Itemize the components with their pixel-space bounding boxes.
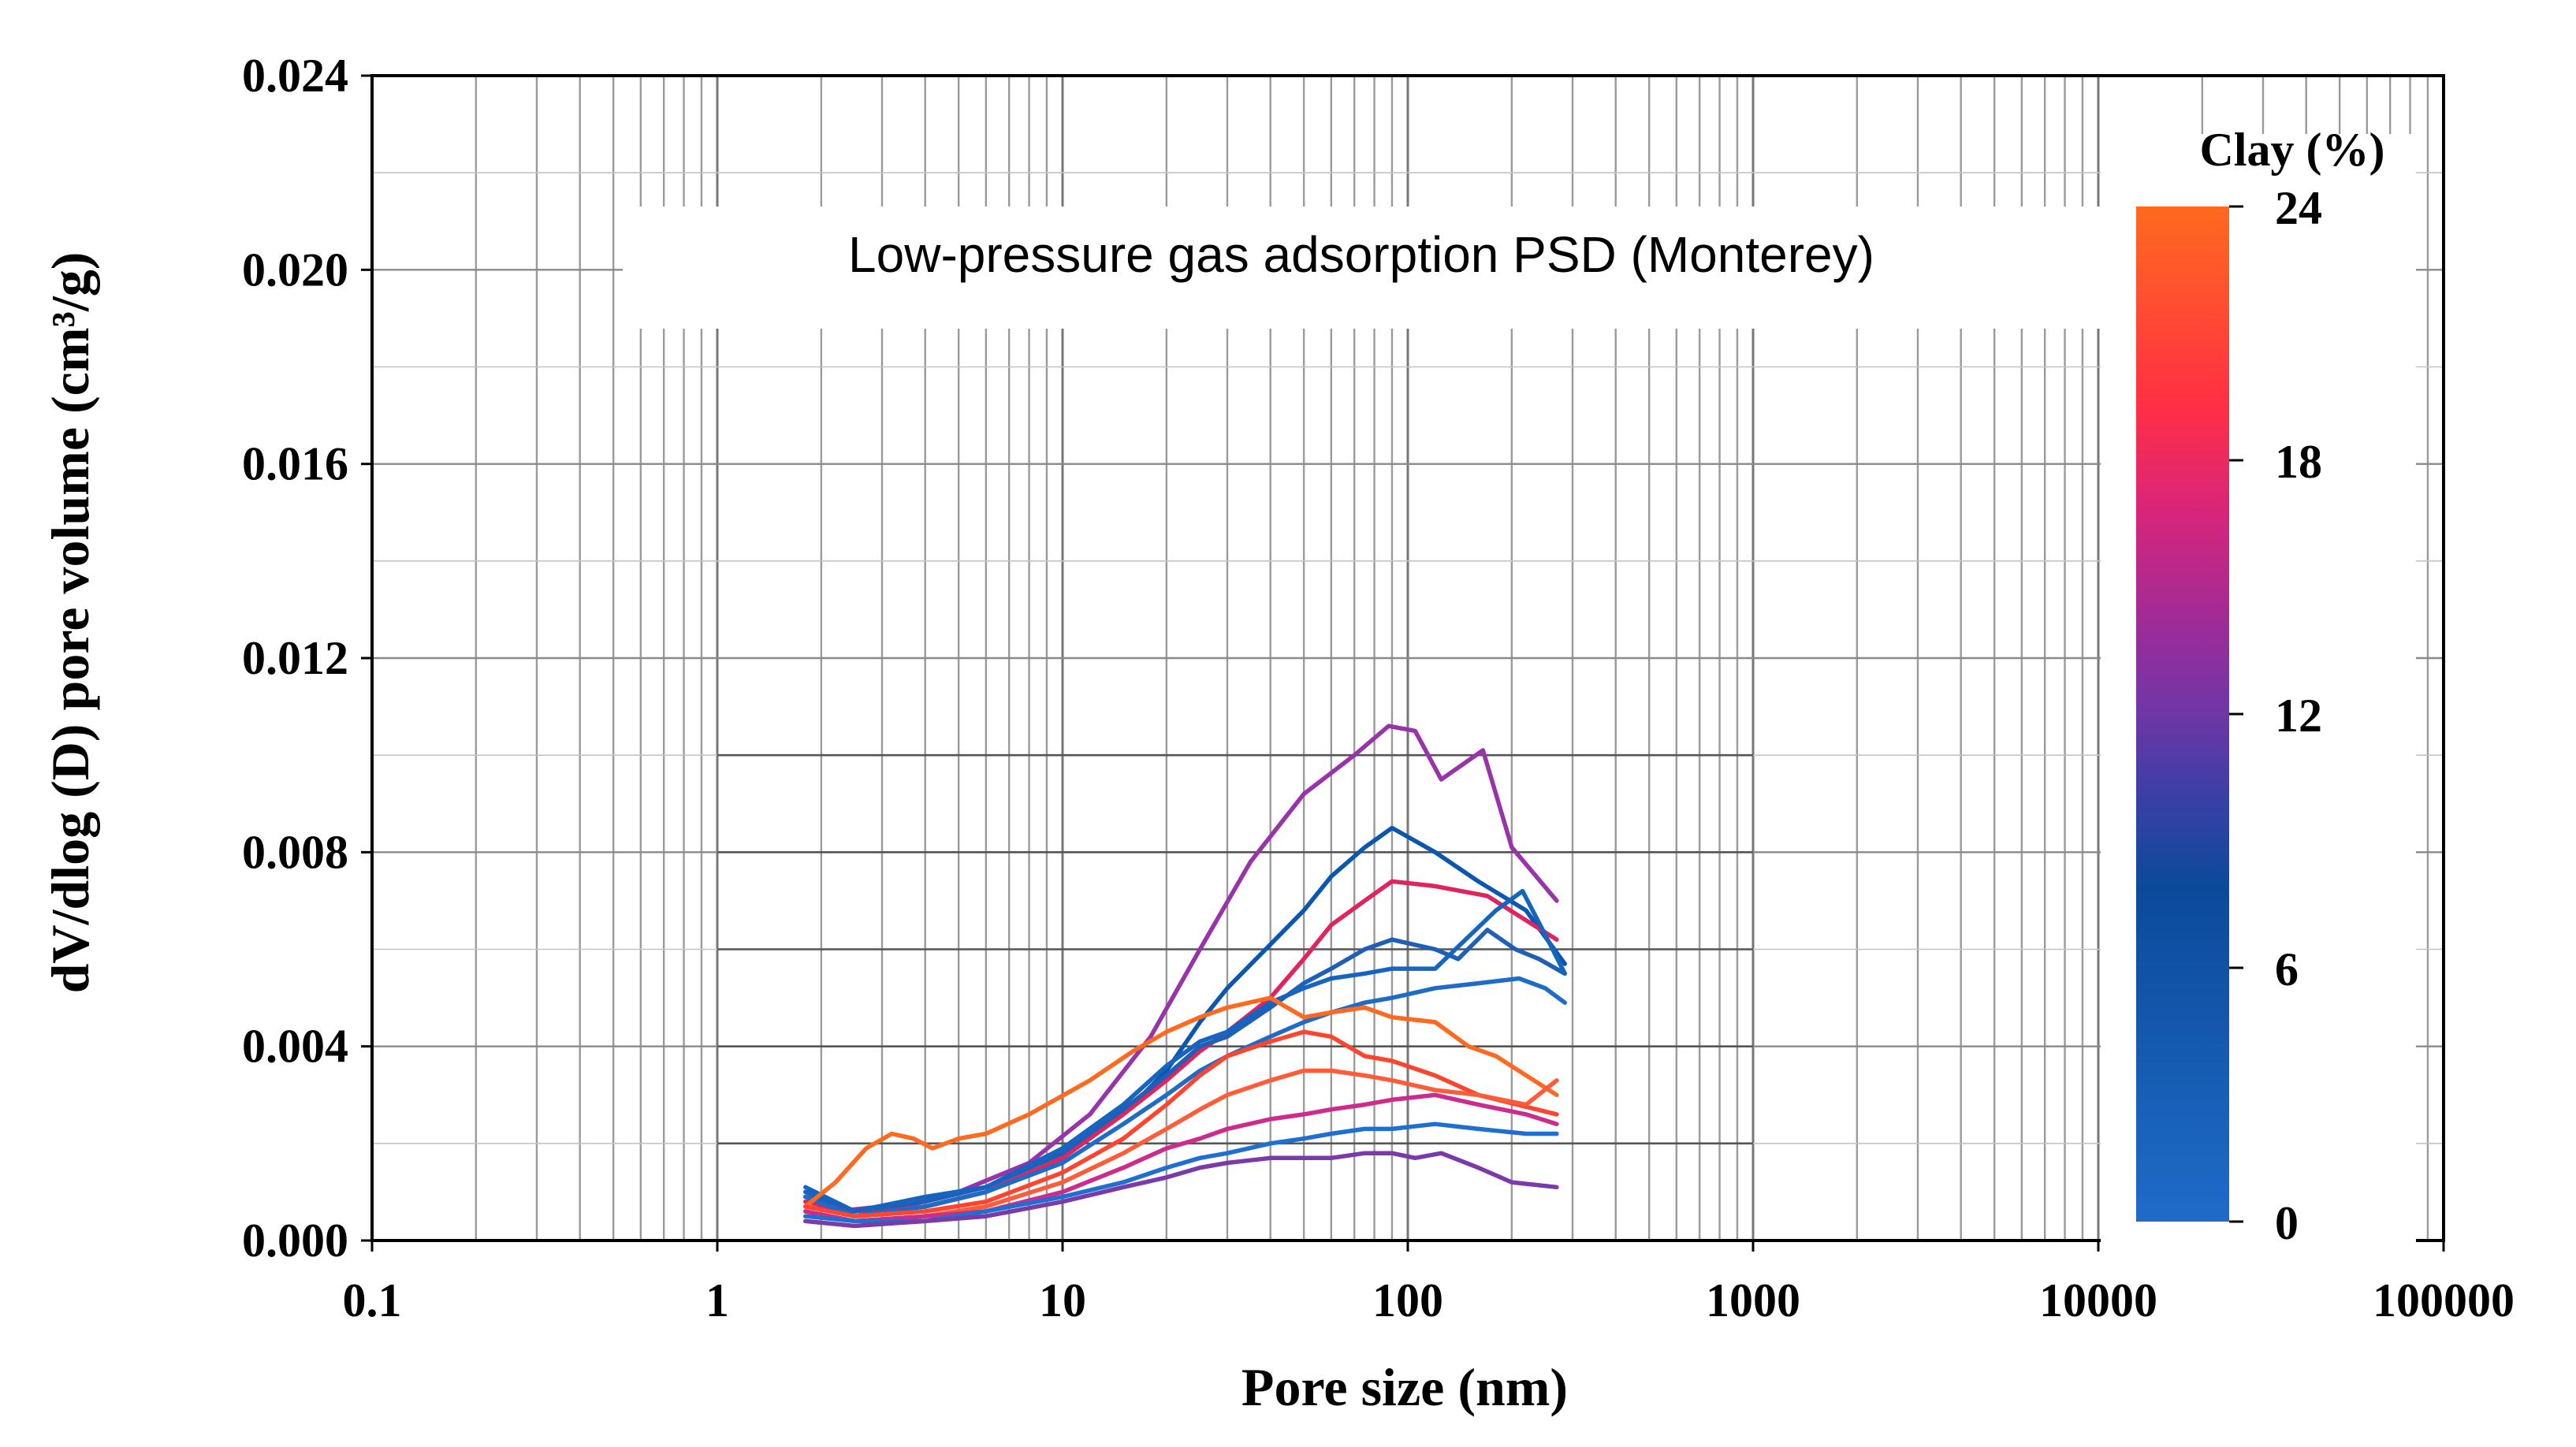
- series-line: [803, 1068, 1559, 1224]
- series-line: [803, 888, 1567, 1214]
- chart-title-background: [623, 206, 2101, 329]
- y-tick-label: 0.012: [242, 632, 348, 684]
- y-tick-label: 0.024: [242, 50, 348, 102]
- colorbar-tick-label: 0: [2275, 1197, 2299, 1249]
- x-tick-label: 10: [1039, 1274, 1086, 1326]
- y-tick-label: 0.008: [242, 826, 348, 878]
- colorbar-tick-label: 18: [2275, 436, 2322, 488]
- colorbar-tick-label: 24: [2275, 182, 2322, 234]
- chart-title: Low-pressure gas adsorption PSD (Montere…: [848, 226, 1874, 283]
- x-tick-label: 10000: [2039, 1274, 2157, 1326]
- inner-highlight-box: [717, 753, 1753, 1145]
- x-tick-label: 100000: [2373, 1274, 2515, 1326]
- colorbar-ticks: 0 6 12 18 24: [2229, 182, 2322, 1249]
- colorbar-title: Clay (%): [2200, 124, 2385, 176]
- y-tick-label: 0.020: [242, 244, 348, 296]
- series-layer: [803, 724, 1567, 1229]
- series-line: [803, 995, 1559, 1209]
- series-line: [803, 1029, 1559, 1218]
- x-tick-label: 1000: [1706, 1274, 1800, 1326]
- x-tick-label: 1: [705, 1274, 729, 1326]
- series-line: [803, 1151, 1559, 1229]
- x-axis-ticks: 0.1 1 10 100 1000 10000 100000: [343, 1241, 2515, 1326]
- y-tick-label: 0.016: [242, 438, 348, 490]
- series-line: [803, 976, 1567, 1218]
- y-tick-label: 0.000: [242, 1215, 348, 1267]
- x-tick-label: 0.1: [343, 1274, 402, 1326]
- colorbar-tick-label: 12: [2275, 690, 2322, 742]
- colorbar: [2136, 206, 2229, 1222]
- series-line: [803, 1122, 1559, 1224]
- x-tick-label: 100: [1372, 1274, 1443, 1326]
- series-line: [803, 825, 1567, 1214]
- colorbar-tick-label: 6: [2275, 943, 2299, 995]
- y-axis-title: dV/dlog (D) pore volume (cm³/g): [40, 252, 100, 994]
- y-axis-ticks: 0.000 0.004 0.008 0.012 0.016 0.020 0.024: [242, 50, 372, 1267]
- x-axis-title: Pore size (nm): [1241, 1357, 1568, 1417]
- y-tick-label: 0.004: [242, 1021, 348, 1073]
